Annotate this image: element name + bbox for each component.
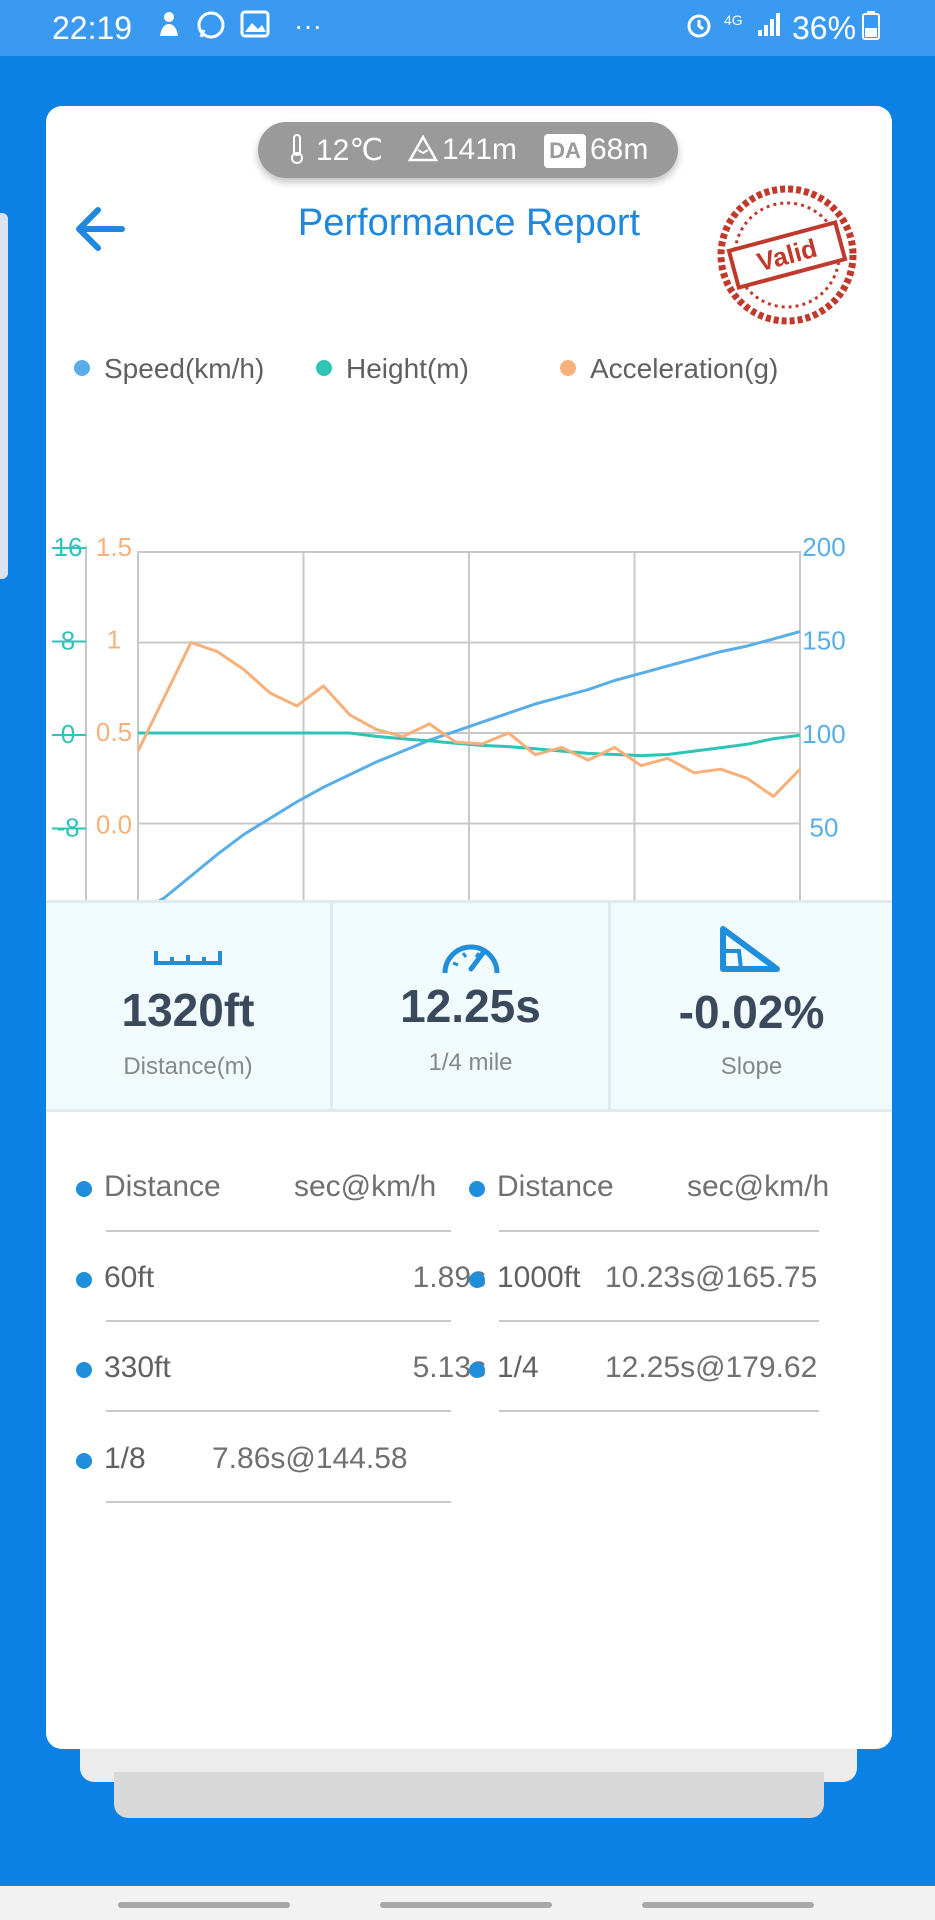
thermometer-icon bbox=[288, 133, 306, 173]
row-distance: 1/8 bbox=[104, 1442, 146, 1475]
speed-tick-label: 100 bbox=[802, 719, 845, 749]
summary-stats: 1320ft Distance(m) 12.25s 1/4 mile -0.02… bbox=[46, 900, 892, 1112]
environment-pill: 12℃ 141m DA 68m bbox=[258, 122, 678, 178]
legend-height-label: Height(m) bbox=[346, 353, 469, 384]
header-distance: Distance bbox=[497, 1170, 614, 1203]
divider bbox=[499, 1230, 819, 1232]
divider bbox=[106, 1320, 451, 1322]
row-distance: 330ft bbox=[104, 1351, 171, 1384]
row-time: 12.25s@179.62 bbox=[605, 1351, 818, 1384]
alarm-icon bbox=[684, 10, 714, 47]
legend-height[interactable]: Height(m) bbox=[316, 353, 469, 385]
accel-tick-label: 0.5 bbox=[96, 717, 132, 747]
navigation-bar bbox=[0, 1886, 935, 1920]
legend-dot bbox=[316, 359, 332, 376]
altitude-value: 141m bbox=[442, 133, 518, 166]
table-row: 60ft 1.89s bbox=[76, 1259, 486, 1299]
divider bbox=[499, 1320, 819, 1322]
bullet bbox=[76, 1362, 92, 1378]
stat-slope-label: Slope bbox=[720, 1053, 783, 1080]
stat-distance-label: Distance(m) bbox=[123, 1053, 253, 1080]
mountain-icon bbox=[407, 133, 439, 171]
network-type: 4G bbox=[724, 12, 743, 28]
stat-quarter-mile-value: 12.25s bbox=[400, 980, 541, 1032]
notification-icon bbox=[156, 10, 182, 47]
stat-quarter-mile-label: 1/4 mile bbox=[428, 1049, 513, 1076]
bullet bbox=[469, 1181, 485, 1197]
divider bbox=[106, 1230, 451, 1232]
divider bbox=[106, 1410, 451, 1412]
signal-icon bbox=[756, 10, 782, 45]
performance-chart[interactable]: 1680-8-161.510.50.0200150100500 bbox=[46, 406, 892, 946]
status-bar: 22:19 ··· 4G 36% bbox=[0, 0, 935, 56]
series-line-0 bbox=[137, 630, 801, 916]
table-header-right: Distance sec@km/h bbox=[469, 1168, 889, 1208]
stat-slope-value: -0.02% bbox=[678, 986, 825, 1038]
table-row: 1/4 12.25s@179.62 bbox=[469, 1349, 889, 1389]
page-title: Performance Report bbox=[297, 202, 641, 244]
header-time: sec@km/h bbox=[294, 1170, 437, 1203]
accel-tick-label: 0.0 bbox=[96, 810, 132, 840]
recent-apps-button[interactable] bbox=[118, 1902, 290, 1908]
more-notifications-icon: ··· bbox=[294, 10, 322, 41]
density-altitude-value: 68m bbox=[590, 133, 649, 166]
divider bbox=[330, 903, 333, 1109]
bullet bbox=[469, 1272, 485, 1288]
speedometer-icon bbox=[333, 933, 608, 979]
table-row: 1000ft 10.23s@165.75 bbox=[469, 1259, 889, 1299]
stat-distance-value: 1320ft bbox=[121, 984, 255, 1036]
legend-speed[interactable]: Speed(km/h) bbox=[74, 353, 264, 385]
valid-stamp: Valid bbox=[717, 185, 857, 325]
whatsapp-icon bbox=[196, 10, 226, 47]
table-header-left: Distance sec@km/h bbox=[76, 1168, 496, 1208]
row-time: 7.86s@144.58 bbox=[212, 1442, 408, 1475]
divider bbox=[499, 1410, 819, 1412]
speed-tick-label: 200 bbox=[802, 532, 845, 562]
legend-dot bbox=[560, 359, 576, 376]
row-distance: 1000ft bbox=[497, 1261, 581, 1294]
speed-tick-label: 150 bbox=[802, 626, 845, 656]
bullet bbox=[76, 1453, 92, 1469]
density-altitude-badge: DA bbox=[544, 134, 586, 168]
series-line-2 bbox=[136, 641, 802, 798]
table-row: 1/8 7.86s@144.58 bbox=[76, 1440, 496, 1480]
back-button[interactable] bbox=[66, 194, 136, 264]
row-distance: 60ft bbox=[104, 1261, 155, 1294]
stat-distance: 1320ft Distance(m) bbox=[46, 903, 330, 1109]
table-row: 330ft 5.13s bbox=[76, 1349, 486, 1389]
battery-percent: 36% bbox=[792, 10, 857, 46]
back-arrow-icon bbox=[76, 207, 125, 251]
stat-slope: -0.02% Slope bbox=[611, 903, 892, 1109]
back-nav-button[interactable] bbox=[642, 1902, 814, 1908]
header-time: sec@km/h bbox=[687, 1170, 830, 1203]
home-button[interactable] bbox=[380, 1902, 552, 1908]
legend-dot bbox=[74, 359, 90, 376]
report-card: 12℃ 141m DA 68m Performance Report Valid… bbox=[46, 106, 892, 1749]
legend-speed-label: Speed(km/h) bbox=[104, 353, 265, 384]
legend-acceleration-label: Acceleration(g) bbox=[590, 353, 779, 384]
ruler-icon bbox=[46, 933, 330, 979]
battery-icon bbox=[862, 10, 880, 47]
row-time: 10.23s@165.75 bbox=[605, 1261, 818, 1294]
card-stack-shadow-back bbox=[114, 1772, 824, 1818]
bullet bbox=[76, 1181, 92, 1197]
temperature-value: 12℃ bbox=[316, 134, 384, 167]
divider bbox=[106, 1501, 451, 1503]
speed-tick-label: 50 bbox=[810, 813, 839, 843]
bullet bbox=[469, 1362, 485, 1378]
gallery-icon bbox=[240, 10, 270, 45]
header-distance: Distance bbox=[104, 1170, 221, 1203]
divider bbox=[608, 903, 611, 1109]
side-panel-handle[interactable] bbox=[0, 213, 8, 579]
legend-acceleration[interactable]: Acceleration(g) bbox=[560, 353, 778, 385]
slope-icon bbox=[611, 925, 892, 977]
accel-tick-label: 1.5 bbox=[96, 532, 132, 562]
accel-tick-label: 1 bbox=[107, 625, 121, 655]
row-distance: 1/4 bbox=[497, 1351, 539, 1384]
status-time: 22:19 bbox=[52, 10, 133, 46]
stat-quarter-mile: 12.25s 1/4 mile bbox=[333, 903, 608, 1109]
bullet bbox=[76, 1272, 92, 1288]
